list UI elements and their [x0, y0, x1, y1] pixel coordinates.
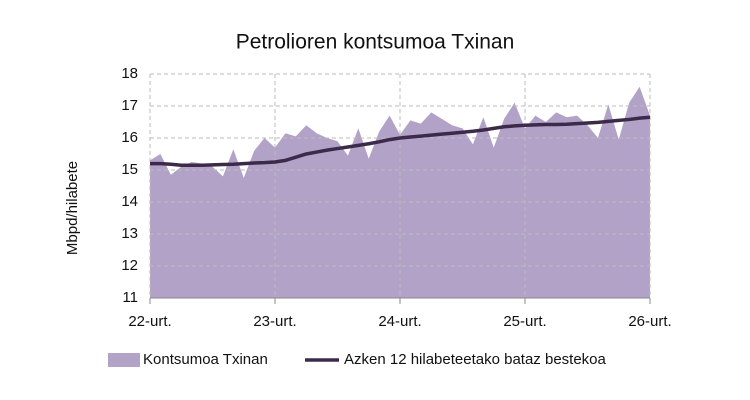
y-tick-label: 15 — [121, 161, 138, 178]
y-axis-label: Mbpd/hilabete — [64, 161, 81, 255]
x-tick-label: 25-urt. — [503, 313, 546, 330]
x-tick-label: 26-urt. — [628, 313, 671, 330]
x-tick-label: 24-urt. — [378, 313, 421, 330]
y-tick-label: 18 — [121, 65, 138, 82]
y-tick-label: 11 — [122, 289, 138, 306]
legend-label: Kontsumoa Txinan — [143, 351, 268, 368]
y-tick-label: 14 — [121, 193, 138, 210]
x-tick-label: 22-urt. — [128, 313, 171, 330]
y-tick-label: 13 — [121, 225, 138, 242]
line — [150, 115, 651, 167]
x-tick-label: 23-urt. — [253, 313, 296, 330]
y-tick-label: 17 — [121, 97, 138, 114]
legend-label: Azken 12 hilabeteetako bataz bestekoa — [344, 351, 607, 368]
y-tick-label: 12 — [121, 257, 138, 274]
chart-title: Petrolioren kontsumoa Txinan — [236, 31, 515, 54]
y-tick-label: 16 — [121, 129, 138, 146]
legend-swatch — [108, 353, 140, 367]
